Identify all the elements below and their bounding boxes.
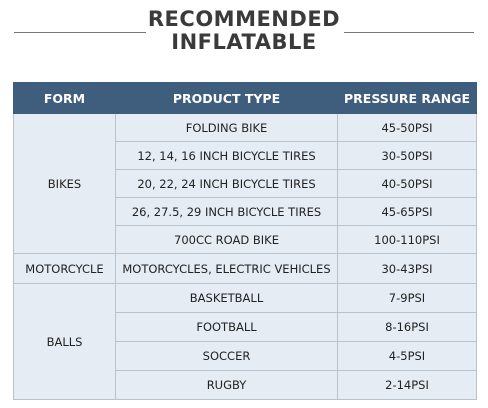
- title: RECOMMENDED INFLATABLE: [0, 8, 488, 54]
- pressure-cell: 45-50PSI: [337, 113, 477, 142]
- product-cell: 20, 22, 24 INCH BICYCLE TIRES: [115, 169, 338, 198]
- pressure-cell: 2-14PSI: [337, 370, 477, 400]
- title-rule: [344, 32, 474, 33]
- column-header: FORM: [13, 82, 116, 114]
- product-cell: 700CC ROAD BIKE: [115, 225, 338, 254]
- pressure-cell: 7-9PSI: [337, 283, 477, 313]
- table-row: SOCCER 4-5PSI: [14, 341, 477, 371]
- table-row: 26, 27.5, 29 INCH BICYCLE TIRES 45-65PSI: [14, 197, 477, 226]
- product-cell: SOCCER: [115, 341, 338, 371]
- pressure-table: FORM PRODUCT TYPE PRESSURE RANGE BIKES FOLD…: [13, 82, 477, 400]
- product-cell: FOLDING BIKE: [115, 113, 338, 142]
- form-cell: BIKES: [13, 113, 116, 254]
- product-cell: RUGBY: [115, 370, 338, 400]
- form-cell: BALLS: [13, 283, 116, 400]
- product-cell: BASKETBALL: [115, 283, 338, 313]
- table-row: BIKES FOLDING BIKE 45-50PSI: [13, 113, 477, 254]
- product-cell: 26, 27.5, 29 INCH BICYCLE TIRES: [115, 197, 338, 226]
- header-row: FORM PRODUCT TYPE PRESSURE RANGE: [13, 82, 477, 114]
- table-row: 700CC ROAD BIKE 100-110PSI: [14, 225, 477, 254]
- table-row: BALLS BASKETBALL 7-9PSI: [13, 283, 477, 400]
- form-cell: MOTORCYCLE: [13, 253, 116, 284]
- title-rule: [14, 32, 146, 33]
- product-cell: FOOTBALL: [115, 312, 338, 342]
- pressure-cell: 45-65PSI: [337, 197, 477, 226]
- column-header: PRESSURE RANGE: [337, 82, 477, 114]
- table-row: MOTORCYCLE MOTORCYCLES, ELECTRIC VEHICLES…: [13, 253, 477, 284]
- table-row: FOOTBALL 8-16PSI: [14, 312, 477, 342]
- pressure-cell: 30-43PSI: [337, 253, 477, 284]
- title-line: RECOMMENDED: [147, 7, 341, 31]
- pressure-cell: 40-50PSI: [337, 169, 477, 198]
- pressure-cell: 100-110PSI: [337, 225, 477, 254]
- pressure-cell: 4-5PSI: [337, 341, 477, 371]
- pressure-cell: 8-16PSI: [337, 312, 477, 342]
- column-header: PRODUCT TYPE: [115, 82, 338, 114]
- product-cell: 12, 14, 16 INCH BICYCLE TIRES: [115, 141, 338, 170]
- pressure-cell: 30-50PSI: [337, 141, 477, 170]
- table-row: 20, 22, 24 INCH BICYCLE TIRES 40-50PSI: [14, 169, 477, 198]
- table-row: RUGBY 2-14PSI: [14, 370, 477, 400]
- product-cell: MOTORCYCLES, ELECTRIC VEHICLES: [115, 253, 338, 284]
- title-line: INFLATABLE: [171, 30, 317, 54]
